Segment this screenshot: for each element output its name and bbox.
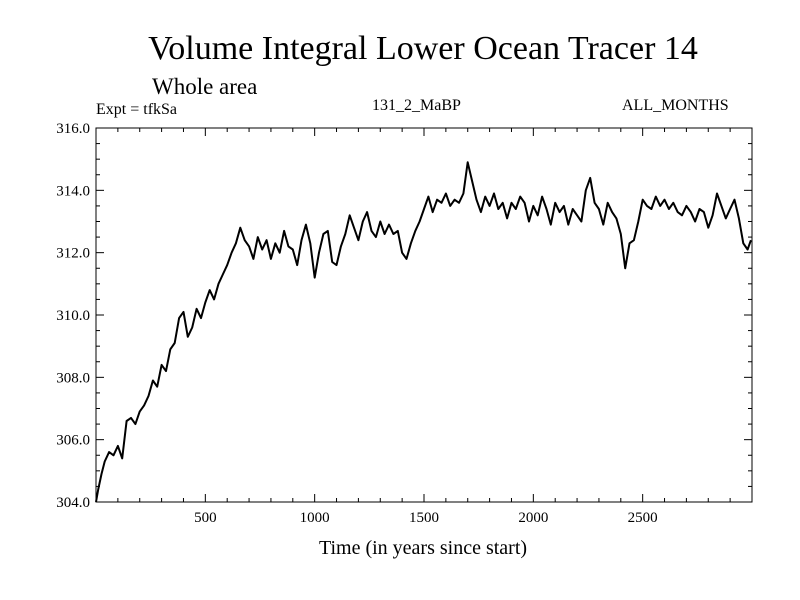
experiment-label: Expt = tfkSa xyxy=(96,101,178,118)
y-tick-label: 304.0 xyxy=(56,495,90,511)
plot-area xyxy=(95,161,752,503)
y-tick-label: 310.0 xyxy=(56,308,90,324)
x-tick-label: 1000 xyxy=(300,510,330,526)
y-tick-label: 308.0 xyxy=(56,370,90,386)
chart-subtitle: Whole area xyxy=(152,74,258,99)
x-tick-label: 1500 xyxy=(409,510,439,526)
period-label: 131_2_MaBP xyxy=(372,97,461,114)
axis-ticks xyxy=(96,128,752,502)
series-line xyxy=(95,161,752,503)
months-label: ALL_MONTHS xyxy=(622,97,729,114)
y-tick-label: 314.0 xyxy=(56,183,90,199)
x-axis-label: Time (in years since start) xyxy=(318,537,528,559)
tick-labels: 500 1000 1500 2000 2500 304.0 306.0 308.0 310.0 3… xyxy=(56,121,657,526)
x-tick-label: 2500 xyxy=(628,510,658,526)
chart-title: Volume Integral Lower Ocean Tracer 14 xyxy=(148,30,698,67)
y-tick-label: 312.0 xyxy=(56,246,90,262)
y-tick-label: 306.0 xyxy=(56,433,90,449)
y-tick-label: 316.0 xyxy=(56,121,90,137)
x-tick-label: 500 xyxy=(194,510,217,526)
x-tick-label: 2000 xyxy=(518,510,548,526)
